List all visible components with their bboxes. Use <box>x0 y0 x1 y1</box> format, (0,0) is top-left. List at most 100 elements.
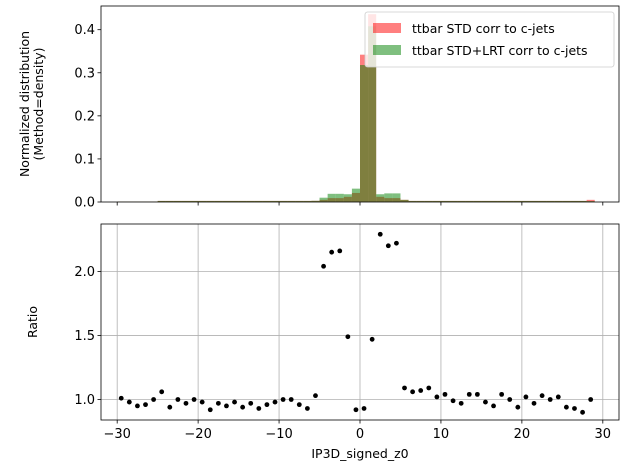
ratio-point-0 <box>118 395 124 401</box>
ratio-point-50 <box>523 394 529 400</box>
bottom-xtick-label: −10 <box>265 427 292 442</box>
top-y-axis-ticks: 0.0 0.1 0.2 0.3 0.4 <box>74 23 101 211</box>
bottom-xtick-label: 0 <box>356 427 364 442</box>
ratio-point-18 <box>264 402 270 408</box>
ratio-point-26 <box>329 249 335 255</box>
ratio-point-19 <box>272 399 278 405</box>
ratio-point-11 <box>207 407 213 413</box>
ratio-point-47 <box>499 391 505 397</box>
ratio-point-9 <box>191 397 197 402</box>
bar-2-24 <box>311 200 320 202</box>
ratio-point-36 <box>410 389 416 395</box>
ratio-point-30 <box>361 406 367 411</box>
bar-2-25 <box>319 197 328 202</box>
top-ytick-label: 0.0 <box>74 196 95 211</box>
bottom-x-axis-ticks: −30 −20 −10 0 10 20 30 <box>103 420 611 442</box>
ratio-point-7 <box>175 397 181 402</box>
legend: ttbar STD corr to c-jets ttbar STD+LRT co… <box>364 11 615 68</box>
bar-2-10 <box>198 200 207 202</box>
bar-2-12 <box>214 200 223 202</box>
ratio-point-25 <box>321 263 326 269</box>
bar-2-14 <box>230 200 239 202</box>
top-ytick-label: 0.2 <box>74 109 95 124</box>
ratio-point-29 <box>353 407 359 413</box>
top-y-axis-label: Normalized distribution(Method=density) <box>17 31 46 177</box>
bar-2-8 <box>181 200 191 202</box>
bar-2-21 <box>287 200 296 202</box>
ratio-point-28 <box>345 334 351 340</box>
bar-2-7 <box>173 200 182 202</box>
ratio-point-40 <box>442 391 448 397</box>
bar-2-27 <box>335 193 344 202</box>
bottom-ytick-label: 1.0 <box>74 393 95 408</box>
top-ytick-label: 0.4 <box>74 23 95 38</box>
bar-2-53 <box>546 200 555 202</box>
ratio-point-5 <box>159 389 165 395</box>
ratio-point-34 <box>394 240 399 246</box>
bottom-y-axis-label: Ratio <box>25 306 40 338</box>
ratio-point-42 <box>458 400 464 406</box>
bar-2-17 <box>254 200 263 202</box>
ratio-point-16 <box>248 400 254 406</box>
top-ytick-label: 0.3 <box>74 66 95 81</box>
ratio-point-38 <box>426 385 432 391</box>
bottom-xtick-label: −20 <box>184 427 211 442</box>
bar-2-23 <box>303 200 312 202</box>
bar-2-20 <box>279 200 288 202</box>
bar-2-39 <box>432 200 441 202</box>
bottom-panel-frame <box>100 223 620 421</box>
bar-2-55 <box>562 200 571 202</box>
bar-2-26 <box>327 193 336 202</box>
ratio-point-6 <box>167 404 173 410</box>
bar-2-36 <box>408 200 417 202</box>
bar-2-32 <box>376 194 385 202</box>
bar-2-52 <box>538 200 547 202</box>
bottom-xtick-label: 10 <box>433 427 450 442</box>
bar-2-34 <box>392 193 401 202</box>
ratio-point-1 <box>126 399 132 405</box>
bar-2-42 <box>457 200 466 202</box>
legend-label-1: ttbar STD corr to c-jets <box>412 21 555 36</box>
bar-2-40 <box>440 200 450 202</box>
bottom-xtick-label: −30 <box>103 427 130 442</box>
bar-2-58 <box>586 201 595 202</box>
bar-2-15 <box>238 200 247 202</box>
bottom-ytick-label: 2.0 <box>74 265 95 280</box>
bar-2-19 <box>270 200 280 202</box>
top-x-axis-ticks <box>116 202 604 206</box>
bar-2-13 <box>222 200 231 202</box>
ratio-point-15 <box>240 404 246 410</box>
ratio-point-35 <box>402 385 407 391</box>
bar-2-33 <box>384 193 393 202</box>
bar-2-30 <box>360 65 369 202</box>
ratio-point-31 <box>369 336 375 342</box>
bottom-panel: 1.0 1.5 2.0 −30 −20 −10 0 10 20 30 Ratio IP3D_si… <box>25 223 620 461</box>
bar-2-37 <box>416 200 425 202</box>
ratio-point-44 <box>474 391 480 397</box>
bar-2-11 <box>206 200 215 202</box>
ratio-point-56 <box>572 406 577 411</box>
bar-2-49 <box>513 200 522 202</box>
ratio-point-55 <box>563 404 569 410</box>
ratio-point-48 <box>507 397 513 402</box>
bar-2-6 <box>165 200 174 202</box>
bar-2-18 <box>262 200 271 202</box>
legend-box <box>364 11 615 68</box>
ratio-point-4 <box>151 397 157 402</box>
bottom-xtick-label: 20 <box>514 427 531 442</box>
ratio-point-27 <box>337 248 343 254</box>
ratio-point-52 <box>539 393 545 399</box>
ratio-point-53 <box>547 397 553 402</box>
bar-2-35 <box>400 199 409 202</box>
bar-1-58 <box>586 199 595 202</box>
ratio-point-33 <box>385 243 391 249</box>
bar-2-16 <box>246 200 255 202</box>
ratio-point-39 <box>434 394 440 400</box>
ratio-points <box>118 231 594 415</box>
bar-2-56 <box>570 200 579 202</box>
bar-2-5 <box>157 200 166 202</box>
ratio-point-43 <box>466 391 472 397</box>
ratio-point-22 <box>296 402 302 408</box>
bar-2-29 <box>351 188 360 202</box>
